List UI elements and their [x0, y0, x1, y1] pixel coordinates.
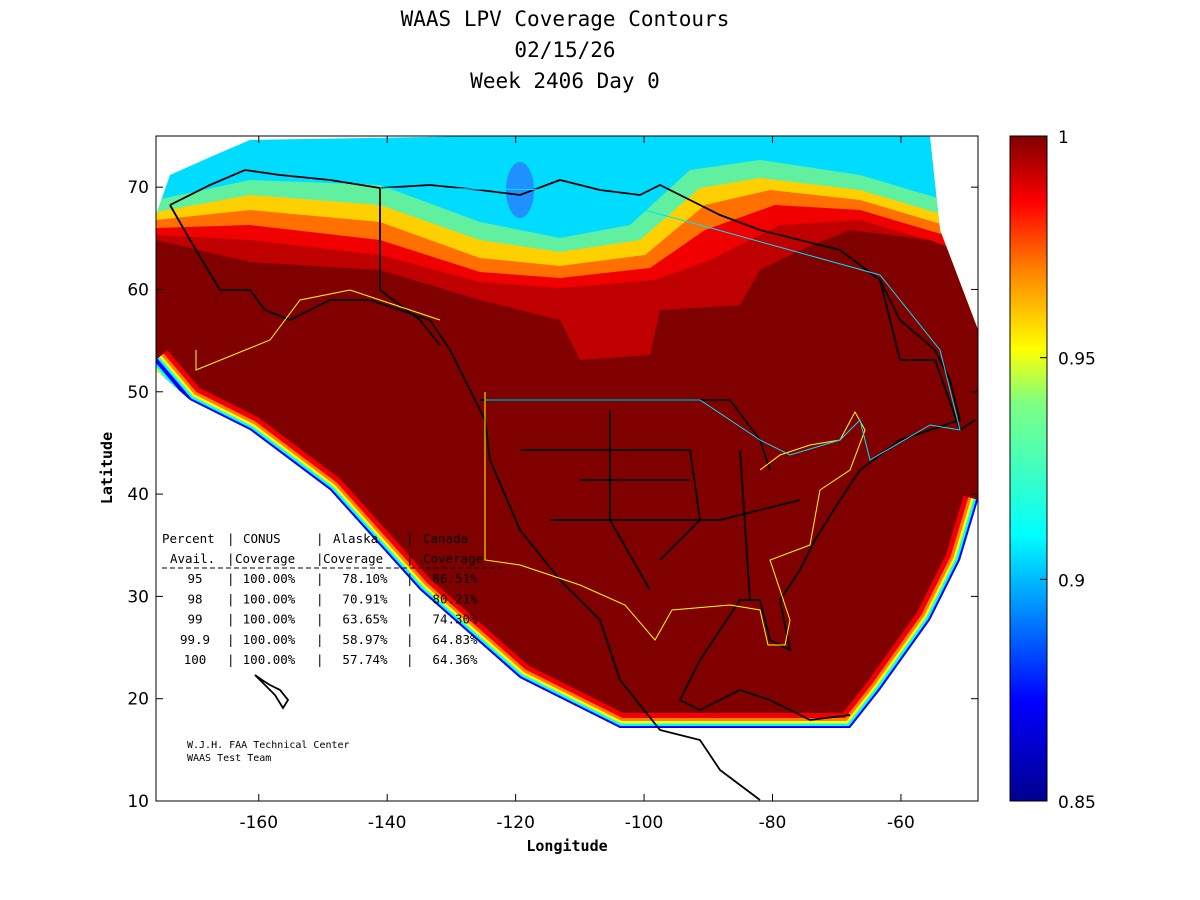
conus-boundary — [195, 289, 866, 646]
table-cell: 100 — [184, 652, 207, 667]
y-tick-label: 10 — [127, 792, 149, 812]
credit-line-1: W.J.H. FAA Technical Center — [187, 740, 350, 751]
coverage-edge-gradient — [156, 350, 978, 728]
x-tick-label: -160 — [239, 813, 278, 833]
table-cell: 78.10% — [342, 571, 388, 586]
table-cell: 100.00% — [243, 571, 296, 586]
table-row: 99.9 | 100.00% | 58.97% | 64.83% — [180, 632, 478, 647]
table-row: 99 | 100.00% | 63.65% | 74.30% — [187, 612, 478, 627]
x-tick-label: -120 — [496, 813, 535, 833]
table-cell: 58.97% — [342, 632, 388, 647]
table-header-1: Percent | CONUS | Alaska | Canada — [162, 531, 468, 546]
y-tick-label: 50 — [127, 383, 149, 403]
table-row: 98 | 100.00% | 70.91% | 80.21% — [187, 591, 478, 606]
table-row: 95 | 100.00% | 78.10% | 86.51% — [187, 571, 478, 586]
table-cell: 100.00% — [243, 632, 296, 647]
table-cell: 64.83% — [432, 632, 478, 647]
x-tick-label: -80 — [759, 813, 787, 833]
table-cell: 64.36% — [432, 652, 478, 667]
table-cell: 57.74% — [342, 652, 388, 667]
y-tick-label: 60 — [127, 280, 149, 300]
credit-line-2: WAAS Test Team — [187, 753, 271, 764]
coverage-table: Percent | CONUS | Alaska | Canada Avail. |Cover… — [162, 531, 502, 667]
table-cell: 99 — [187, 612, 202, 627]
x-tick-label: -140 — [368, 813, 407, 833]
colorbar-tick-label: 0.9 — [1058, 571, 1085, 591]
y-axis: 10 20 30 40 50 60 70 — [127, 178, 978, 812]
table-cell: 100.00% — [243, 591, 296, 606]
table-row: 100 | 100.00% | 57.74% | 64.36% — [184, 652, 478, 667]
contour-blue-patch — [506, 162, 534, 218]
colorbar — [1009, 135, 1048, 802]
chart-title-date: 02/15/26 — [514, 38, 616, 62]
chart-title-line-1: WAAS LPV Coverage Contours — [400, 7, 730, 31]
table-cell: 99.9 — [180, 632, 210, 647]
x-axis: -160 -140 -120 -100 -80 -60 — [239, 136, 915, 833]
table-cell: 86.51% — [432, 571, 478, 586]
colorbar-ticks: 1 0.95 0.9 0.85 — [1040, 128, 1096, 813]
y-axis-label: Latitude — [98, 432, 116, 504]
y-tick-label: 70 — [127, 178, 149, 198]
table-cell: 100.00% — [243, 612, 296, 627]
chart-title-week: Week 2406 Day 0 — [470, 69, 660, 93]
table-cell: 98 — [187, 591, 202, 606]
canada-boundary — [379, 187, 961, 461]
y-tick-label: 30 — [127, 587, 149, 607]
x-tick-label: -100 — [625, 813, 664, 833]
plot-frame — [155, 135, 979, 802]
table-cell: 100.00% — [243, 652, 296, 667]
coverage-contours — [156, 136, 978, 801]
y-tick-label: 20 — [127, 690, 149, 710]
table-cell: 74.30% — [432, 612, 478, 627]
x-tick-label: -60 — [887, 813, 915, 833]
table-cell: 80.21% — [432, 591, 478, 606]
colorbar-tick-label: 0.95 — [1058, 350, 1096, 370]
table-cell: 95 — [187, 571, 202, 586]
colorbar-tick-label: 0.85 — [1058, 793, 1096, 813]
colorbar-tick-label: 1 — [1058, 128, 1069, 148]
y-tick-label: 40 — [127, 485, 149, 505]
table-header-2: Avail. |Coverage |Coverage | Coverage — [170, 551, 483, 566]
table-cell: 63.65% — [342, 612, 388, 627]
table-cell: 70.91% — [342, 591, 388, 606]
x-axis-label: Longitude — [526, 837, 607, 855]
